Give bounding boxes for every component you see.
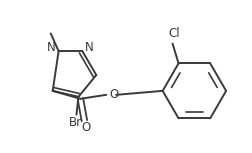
Text: Cl: Cl [168, 27, 180, 40]
Text: N: N [47, 41, 56, 54]
Text: N: N [85, 41, 93, 54]
Text: O: O [109, 88, 118, 101]
Text: O: O [81, 121, 91, 134]
Text: Br: Br [69, 116, 82, 129]
